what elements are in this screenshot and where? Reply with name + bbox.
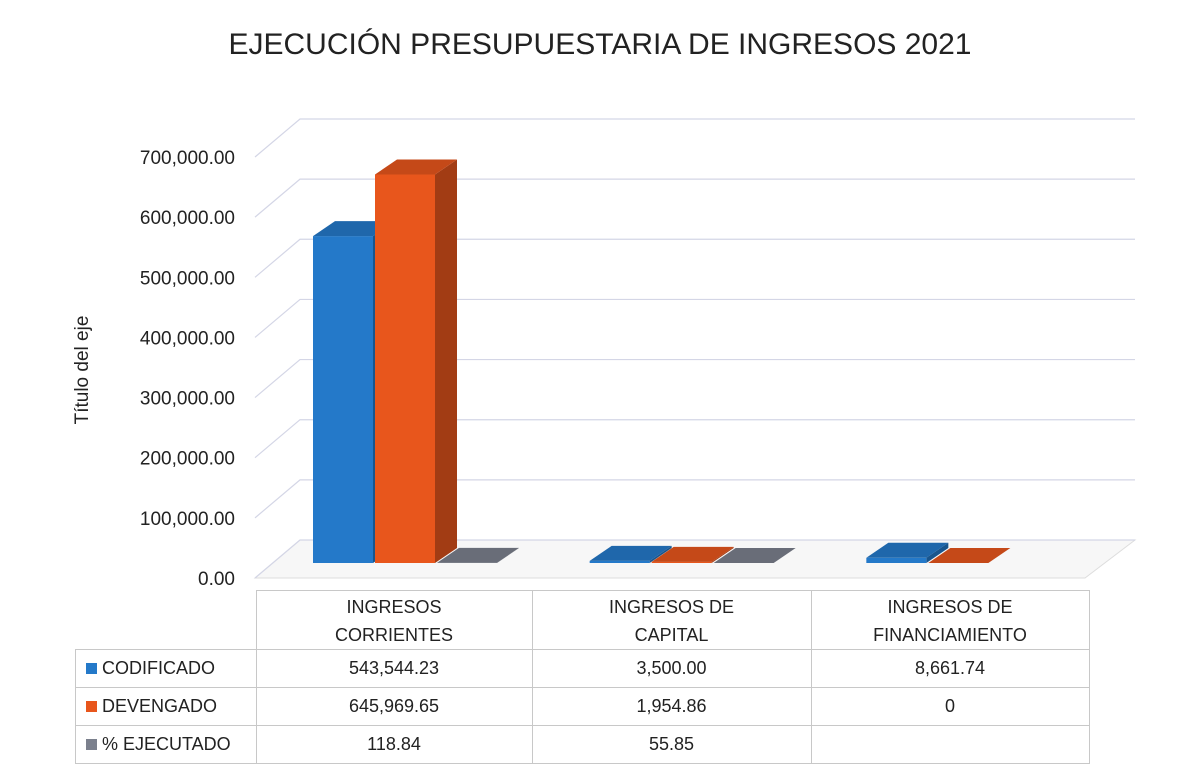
x-tick-label: INGRESOS CORRIENTES xyxy=(334,597,453,645)
bar-top xyxy=(437,547,519,563)
value-cell xyxy=(810,725,1090,764)
grid-line xyxy=(254,238,1135,278)
legend-swatch xyxy=(86,663,97,674)
bar-side xyxy=(711,546,734,563)
grid-line xyxy=(254,419,1135,459)
value-cell: 55.85 xyxy=(531,725,812,764)
y-tick-label: 0.00 xyxy=(198,569,235,590)
category-cell: INGRESOS DE FINANCIAMIENTO xyxy=(810,590,1090,650)
table-row: % EJECUTADO 118.84 55.85 xyxy=(75,725,1090,764)
table-row: DEVENGADO 645,969.65 1,954.86 0 xyxy=(75,687,1090,726)
y-tick-label: 300,000.00 xyxy=(140,389,235,410)
y-axis-title: Título del eje xyxy=(72,316,93,425)
bar-top xyxy=(866,542,949,558)
value-label: 543,544.23 xyxy=(348,658,440,678)
bar-top xyxy=(928,548,1011,563)
bar xyxy=(313,236,373,563)
y-tick-label: 700,000.00 xyxy=(140,148,235,169)
bar xyxy=(866,557,927,563)
grid-line xyxy=(254,479,1135,519)
bar-top xyxy=(313,221,395,237)
legend-label: % EJECUTADO xyxy=(102,734,231,754)
legend-label: DEVENGADO xyxy=(102,696,218,716)
grid-line xyxy=(254,358,1135,399)
chart-title: EJECUCIÓN PRESUPUESTARIA DE INGRESOS 202… xyxy=(229,28,972,61)
bar-top xyxy=(375,159,457,175)
bar-side xyxy=(773,547,796,563)
value-cell: 118.84 xyxy=(255,725,533,764)
bar-side xyxy=(649,545,672,563)
value-label: 55.85 xyxy=(648,734,695,754)
bar-side xyxy=(497,547,519,563)
bar-top xyxy=(713,547,796,563)
bar-side xyxy=(926,542,949,563)
y-tick-label: 600,000.00 xyxy=(140,208,235,229)
value-label: 1,954.86 xyxy=(636,696,707,716)
category-cell: INGRESOS DE CAPITAL xyxy=(531,590,812,650)
value-label: 3,500.00 xyxy=(636,658,707,678)
bar xyxy=(589,560,650,563)
category-cell: INGRESOS CORRIENTES xyxy=(255,590,533,650)
grid-line xyxy=(254,118,1135,158)
x-tick-label: INGRESOS DE CAPITAL xyxy=(608,597,735,645)
y-tick-label: 100,000.00 xyxy=(140,509,235,530)
bar-top xyxy=(651,546,734,562)
value-label: 8,661.74 xyxy=(914,658,986,678)
legend-cell: CODIFICADO xyxy=(75,649,257,688)
x-tick-label: INGRESOS DE FINANCIAMIENTO xyxy=(873,597,1027,645)
corner xyxy=(76,591,257,650)
bar xyxy=(651,561,712,563)
bar-side xyxy=(435,159,457,563)
legend-swatch xyxy=(86,739,97,750)
data-table: INGRESOS CORRIENTES INGRESOS DE CAPITAL IN… xyxy=(75,590,1090,764)
value-cell: 3,500.00 xyxy=(531,649,812,688)
value-cell: 8,661.74 xyxy=(810,649,1090,688)
legend-cell: DEVENGADO xyxy=(75,687,257,726)
grid-line xyxy=(254,178,1135,218)
y-tick-label: 500,000.00 xyxy=(140,268,235,289)
grid-line xyxy=(254,539,1135,579)
legend-swatch xyxy=(86,701,97,712)
value-cell: 0 xyxy=(810,687,1090,726)
value-label: 645,969.65 xyxy=(348,696,440,716)
value-cell: 543,544.23 xyxy=(255,649,533,688)
bar-top xyxy=(589,545,672,561)
value-label: 0 xyxy=(944,696,955,716)
y-tick-label: 200,000.00 xyxy=(140,449,235,470)
value-label: 118.84 xyxy=(367,734,421,754)
grid-line xyxy=(254,298,1135,338)
value-cell: 1,954.86 xyxy=(531,687,812,726)
value-cell: 645,969.65 xyxy=(255,687,533,726)
table-row: CODIFICADO 543,544.23 3,500.00 8,661.74 xyxy=(75,649,1090,688)
y-tick-label: 400,000.00 xyxy=(140,328,235,349)
legend-cell: % EJECUTADO xyxy=(75,725,257,764)
bar xyxy=(375,174,435,563)
legend-label: CODIFICADO xyxy=(102,658,216,678)
